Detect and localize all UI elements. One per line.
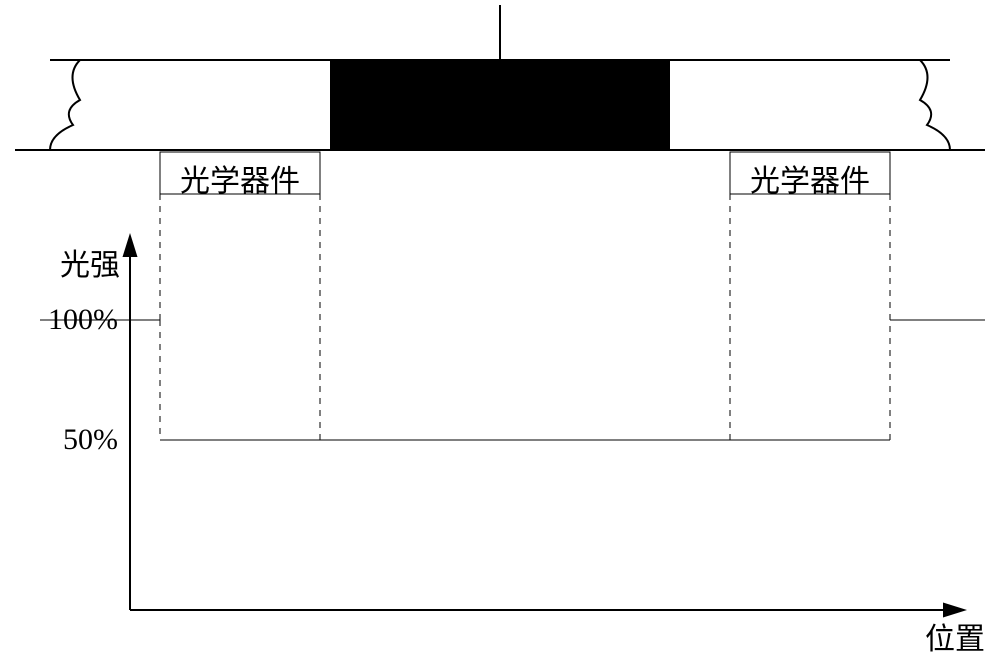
y-axis-arrow bbox=[123, 233, 138, 257]
left-tear bbox=[50, 60, 80, 150]
tick-100: 100% bbox=[48, 303, 118, 337]
right-tear bbox=[920, 60, 950, 150]
diagram-svg bbox=[0, 0, 1000, 649]
x-axis-title: 位置 bbox=[925, 614, 985, 658]
y-axis-title: 光强 bbox=[60, 240, 120, 284]
tick-50: 50% bbox=[63, 423, 118, 457]
black-block bbox=[330, 60, 670, 150]
optics-label-left: 光学器件 bbox=[180, 156, 300, 200]
optics-label-right: 光学器件 bbox=[750, 156, 870, 200]
